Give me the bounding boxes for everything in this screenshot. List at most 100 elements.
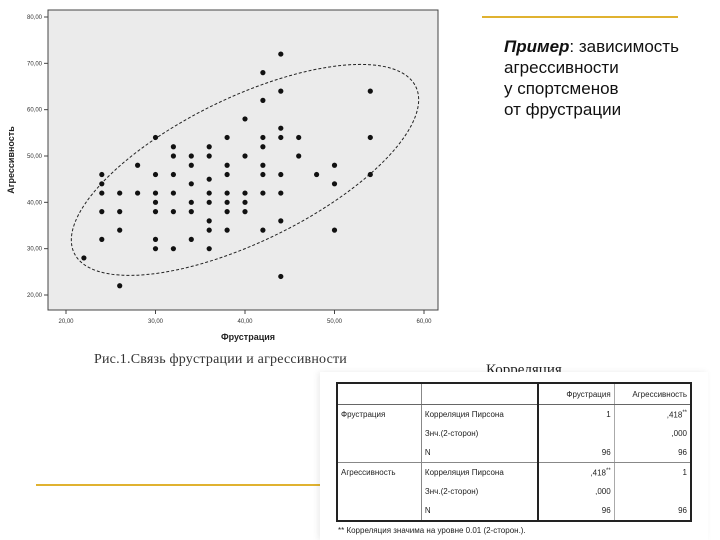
cell-value: 96	[614, 443, 691, 463]
table-row: Агрессивность Корреляция Пирсона ,418** 1	[337, 462, 691, 483]
scatter-point	[224, 190, 230, 196]
scatter-point	[135, 190, 141, 196]
significance-mark: **	[682, 409, 687, 416]
cell-value: 96	[537, 443, 615, 463]
scatter-point	[242, 116, 248, 122]
scatter-point	[224, 171, 230, 178]
y-tick-label: 80,00	[27, 15, 43, 21]
correlation-footnote: ** Корреляция значима на уровне 0.01 (2-…	[338, 526, 526, 535]
scatter-point	[260, 144, 266, 150]
scatter-point	[170, 153, 176, 159]
heading-rest: : зависимость	[569, 37, 679, 56]
cell-value: ,418**	[614, 405, 691, 425]
scatter-point	[367, 171, 373, 178]
table-row: Знч.(2-сторон) ,000	[337, 424, 691, 443]
scatter-point	[152, 190, 159, 196]
y-tick-label: 50,00	[27, 154, 43, 160]
cell-value: 1	[614, 463, 691, 483]
table-row: N 96 96	[337, 443, 691, 463]
table-header-row: Фрустрация Агрессивность	[337, 383, 691, 405]
row-variable	[337, 443, 422, 463]
scatter-point	[152, 236, 159, 242]
scatter-point	[278, 51, 284, 57]
confidence-ellipse	[70, 63, 420, 276]
y-tick-label: 20,00	[27, 293, 43, 299]
y-tick-label: 30,00	[27, 247, 43, 253]
scatter-point	[206, 153, 212, 159]
scatter-point	[135, 162, 141, 168]
top-accent-line	[482, 16, 678, 18]
cell-number: 96	[678, 506, 687, 515]
scatter-point	[224, 199, 230, 205]
cell-number: 1	[682, 468, 687, 477]
cell-value: ,000	[537, 482, 615, 501]
scatter-point	[99, 181, 105, 187]
row-statistic: Корреляция Пирсона	[421, 404, 539, 424]
scatter-point	[367, 88, 373, 94]
scatter-point	[278, 88, 284, 94]
scatter-point	[278, 273, 284, 280]
cell-value: 96	[614, 501, 691, 521]
scatter-point	[170, 171, 176, 178]
bottom-accent-line	[36, 484, 336, 486]
scatter-point	[170, 190, 176, 196]
scatter-point	[170, 209, 176, 215]
scatter-point	[242, 153, 248, 159]
cell-number: ,000	[595, 487, 611, 496]
row-statistic: Знч.(2-сторон)	[421, 424, 539, 443]
scatter-point	[242, 209, 248, 215]
cell-number: ,418	[590, 468, 606, 478]
scatter-point	[170, 144, 176, 150]
scatter-point	[206, 218, 212, 224]
scatter-point	[152, 199, 159, 205]
column-header: Фрустрация	[537, 383, 615, 405]
cell-value: 1	[537, 404, 615, 424]
scatter-point	[170, 246, 176, 252]
scatter-point	[99, 236, 105, 242]
scatter-point	[278, 171, 284, 178]
scatter-point	[152, 246, 159, 252]
scatter-point	[99, 190, 105, 196]
cell-number: 96	[601, 448, 611, 457]
scatter-point	[152, 209, 159, 215]
scatter-point	[260, 70, 266, 76]
scatter-point	[260, 162, 266, 168]
scatter-point	[188, 209, 194, 215]
scatter-point	[206, 199, 212, 205]
scatter-point	[206, 190, 212, 196]
row-statistic: N	[421, 501, 539, 521]
x-axis-label: Фрустрация	[221, 332, 275, 342]
slide-heading: Пример: зависимость агрессивности у спор…	[504, 36, 714, 120]
heading-line-2: у спортсменов	[504, 79, 619, 98]
scatter-chart-svg: 20,00 30,00 40,00 50,00 60,00 20,00 30,00 40,00…	[0, 0, 480, 360]
scatter-point	[206, 246, 212, 252]
correlation-panel: Фрустрация Агрессивность Фрустрация Корре…	[320, 372, 708, 540]
scatter-point	[117, 227, 123, 233]
scatter-point	[278, 134, 284, 141]
scatter-point	[278, 218, 284, 224]
scatter-point	[117, 209, 123, 215]
y-tick-label: 70,00	[27, 61, 43, 67]
header-empty-var	[337, 383, 422, 405]
cell-value: ,000	[614, 424, 691, 443]
table-row: N 96 96	[337, 501, 691, 521]
y-tick-label: 60,00	[27, 108, 43, 114]
scatter-point	[260, 190, 266, 196]
figure-caption: Рис.1.Связь фрустрации и агрессивности	[94, 352, 347, 367]
scatter-point	[260, 227, 266, 233]
scatter-point	[296, 134, 302, 141]
row-variable: Агрессивность	[337, 462, 422, 482]
scatter-point	[278, 190, 284, 196]
row-variable	[337, 501, 422, 521]
scatter-chart: 20,00 30,00 40,00 50,00 60,00 20,00 30,00 40,00…	[0, 0, 480, 360]
scatter-point	[260, 171, 266, 178]
scatter-point	[224, 227, 230, 233]
scatter-point	[152, 134, 159, 141]
x-tick-label: 50,00	[327, 319, 343, 325]
heading-line-3: от фрустрации	[504, 100, 622, 119]
scatter-point	[81, 255, 87, 261]
row-statistic: N	[421, 443, 539, 463]
scatter-point	[188, 181, 194, 187]
heading-emphasis: Пример	[504, 37, 570, 56]
row-variable	[337, 424, 422, 443]
